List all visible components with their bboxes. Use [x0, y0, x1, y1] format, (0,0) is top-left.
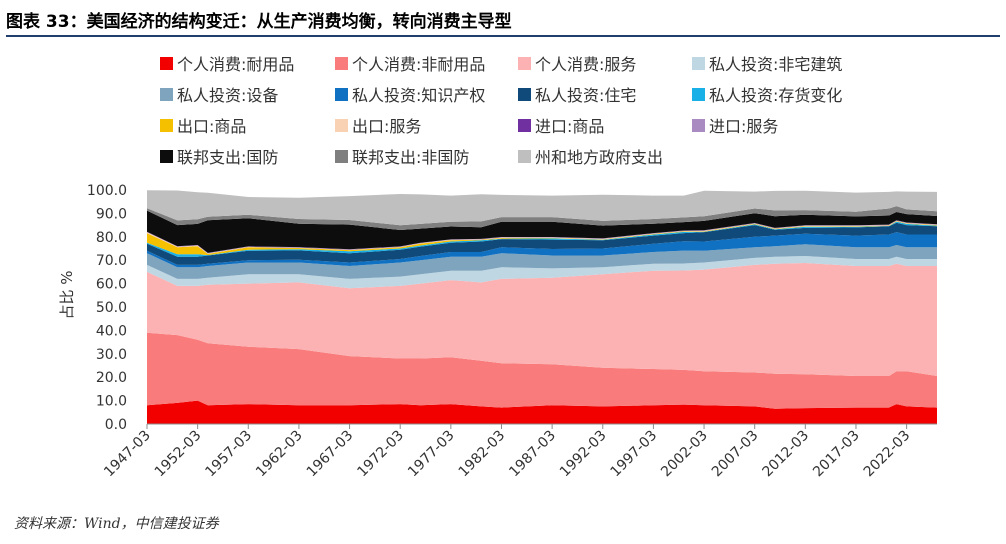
legend-swatch	[518, 118, 531, 132]
x-tick-label: 1967-03	[304, 428, 357, 481]
legend-item: 出口:商品	[160, 114, 246, 136]
legend-swatch	[160, 87, 173, 101]
x-tick-label: 1992-03	[557, 428, 610, 481]
x-tick-label: 2022-03	[861, 428, 914, 481]
legend-swatch	[518, 56, 531, 70]
legend-label: 私人投资:设备	[177, 86, 279, 105]
x-tick-label: 1962-03	[253, 428, 306, 481]
source-note: 资料来源：Wind，中信建投证券	[14, 516, 219, 532]
area-series-5	[147, 244, 937, 279]
legend-swatch	[335, 87, 348, 101]
area-series-6	[147, 232, 937, 268]
legend-label: 个人消费:耐用品	[177, 55, 295, 74]
legend-label: 私人投资:知识产权	[352, 86, 486, 105]
legend-label: 私人投资:非宅建筑	[709, 55, 843, 74]
y-axis: 0.0 10.0 20.0 30.0 40.0 50.0 60.0 70.0 80.0 90.0 1…	[87, 183, 127, 433]
area-series-2	[147, 332, 937, 409]
legend-swatch	[692, 118, 705, 132]
chart-title: 图表 33：美国经济的结构变迁：从生产消费均衡，转向消费主导型	[6, 12, 512, 32]
title-divider	[6, 35, 1000, 37]
area-series-10	[147, 220, 937, 254]
area-series-4	[147, 256, 937, 289]
y-tick-label: 30.0	[96, 347, 127, 363]
legend-row: 出口:商品 出口:服务 进口:商品 进口:服务	[160, 114, 960, 136]
legend-swatch	[692, 56, 705, 70]
legend-item: 私人投资:住宅	[518, 83, 636, 105]
legend-item: 个人消费:非耐用品	[335, 52, 485, 74]
y-tick-label: 50.0	[96, 300, 127, 316]
legend-swatch	[335, 56, 348, 70]
legend-row: 联邦支出:国防 联邦支出:非国防 州和地方政府支出	[160, 145, 960, 167]
area-series-14	[147, 206, 937, 230]
x-tick-label: 1972-03	[354, 428, 407, 481]
area-series-7	[147, 222, 937, 265]
area-series-8	[147, 221, 937, 257]
legend-label: 进口:服务	[709, 117, 779, 136]
legend-item: 私人投资:非宅建筑	[692, 52, 842, 74]
legend-swatch	[160, 118, 173, 132]
y-tick-label: 10.0	[96, 394, 127, 410]
y-tick-label: 20.0	[96, 370, 127, 386]
y-tick-label: 40.0	[96, 323, 127, 339]
legend-label: 出口:服务	[352, 117, 422, 136]
y-tick-label: 60.0	[96, 277, 127, 293]
x-tick-label: 1957-03	[202, 428, 255, 481]
stacked-area-chart: 0.0 10.0 20.0 30.0 40.0 50.0 60.0 70.0 80.0 90.0 1…	[58, 183, 937, 481]
legend-item: 私人投资:设备	[160, 83, 278, 105]
y-tick-label: 90.0	[96, 206, 127, 222]
legend-label: 个人消费:服务	[535, 55, 637, 74]
y-tick-label: 80.0	[96, 230, 127, 246]
legend-item: 州和地方政府支出	[518, 145, 663, 167]
legend-label: 出口:商品	[177, 117, 247, 136]
legend-item: 个人消费:耐用品	[160, 52, 294, 74]
x-tick-label: 1997-03	[608, 428, 661, 481]
area-series-1	[147, 400, 937, 424]
legend-label: 联邦支出:国防	[177, 148, 279, 167]
area-series-group	[147, 190, 937, 424]
legend-label: 私人投资:住宅	[535, 86, 637, 105]
x-tick-label: 1982-03	[456, 428, 509, 481]
legend-row: 个人消费:耐用品 个人消费:非耐用品 个人消费:服务 私人投资:非宅建筑	[160, 52, 960, 74]
y-axis-label: 占比 %	[58, 270, 76, 319]
x-tick-label: 2012-03	[759, 428, 812, 481]
legend-swatch	[160, 56, 173, 70]
y-tick-label: 70.0	[96, 253, 127, 269]
legend-item: 个人消费:服务	[518, 52, 636, 74]
x-tick-label: 1952-03	[152, 428, 205, 481]
legend-swatch	[518, 87, 531, 101]
legend-item: 联邦支出:国防	[160, 145, 278, 167]
x-tick-label: 2017-03	[810, 428, 863, 481]
legend-swatch	[518, 149, 531, 163]
legend-item: 出口:服务	[335, 114, 421, 136]
legend-row: 私人投资:设备 私人投资:知识产权 私人投资:住宅 私人投资:存货变化	[160, 83, 960, 105]
area-series-9	[147, 221, 937, 256]
x-tick-label: 1977-03	[405, 428, 458, 481]
legend-swatch	[335, 118, 348, 132]
area-series-3	[147, 263, 937, 376]
area-series-15	[147, 190, 937, 226]
area-series-13	[147, 210, 937, 253]
legend-label: 联邦支出:非国防	[352, 148, 470, 167]
legend-item: 进口:服务	[692, 114, 778, 136]
x-tick-label: 2002-03	[658, 428, 711, 481]
legend-label: 州和地方政府支出	[535, 148, 664, 167]
legend-swatch	[692, 87, 705, 101]
legend-item: 进口:商品	[518, 114, 604, 136]
x-axis: 1947-031952-031957-031962-031967-031972-…	[101, 423, 937, 481]
legend-swatch	[335, 149, 348, 163]
legend-swatch	[160, 149, 173, 163]
y-tick-label: 0.0	[105, 417, 127, 433]
x-tick-label: 1987-03	[506, 428, 559, 481]
x-tick-label: 1947-03	[101, 428, 154, 481]
legend-label: 个人消费:非耐用品	[352, 55, 486, 74]
legend-item: 联邦支出:非国防	[335, 145, 469, 167]
y-tick-label: 100.0	[87, 183, 127, 199]
legend-label: 进口:商品	[535, 117, 605, 136]
legend-item: 私人投资:存货变化	[692, 83, 842, 105]
legend-label: 私人投资:存货变化	[709, 86, 843, 105]
legend-item: 私人投资:知识产权	[335, 83, 485, 105]
x-tick-label: 2007-03	[709, 428, 762, 481]
